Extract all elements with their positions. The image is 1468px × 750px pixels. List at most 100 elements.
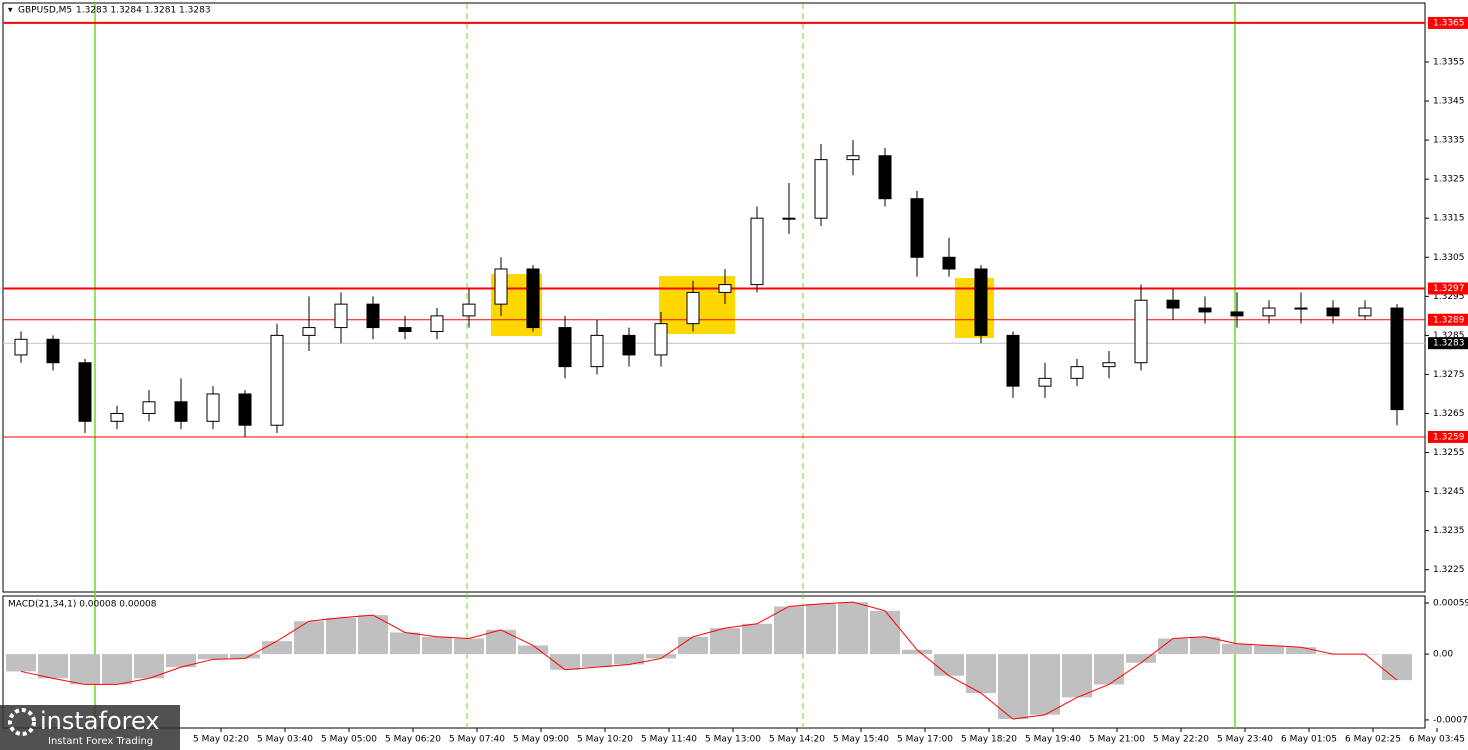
macd-bar: [646, 654, 676, 659]
x-tick-label: 5 May 05:00: [321, 735, 377, 745]
candle-body: [654, 323, 668, 356]
candle-body: [78, 362, 92, 422]
main-frame: [2, 2, 1426, 593]
candle-body: [814, 159, 828, 219]
candle-body: [878, 155, 892, 200]
y-tick-label: 1.3275: [1433, 370, 1465, 380]
macd-bar: [550, 654, 580, 670]
level-label: 1.3297: [1433, 284, 1465, 294]
macd-bar: [742, 623, 772, 655]
macd-bar: [1190, 636, 1220, 655]
y-tick-label: 1.3295: [1433, 292, 1465, 302]
macd-bar: [1158, 638, 1188, 655]
candle-body: [334, 303, 348, 329]
candle-body: [206, 393, 220, 422]
x-tick-label: 5 May 09:00: [513, 735, 569, 745]
candle-body: [430, 315, 444, 332]
x-tick-label: 5 May 22:20: [1153, 735, 1209, 745]
macd-y-tick-label: 0.00: [1433, 650, 1453, 660]
candle-body: [718, 284, 732, 293]
y-tick-label: 1.3305: [1433, 253, 1465, 263]
x-tick-label: 5 May 02:20: [193, 735, 249, 745]
level-label: 1.3289: [1433, 315, 1465, 325]
macd-bar: [1030, 654, 1060, 715]
macd-bar: [934, 654, 964, 676]
logo-tagline: Instant Forex Trading: [48, 736, 153, 747]
macd-bar: [454, 638, 484, 655]
logo: instaforex Instant Forex Trading: [0, 705, 180, 750]
macd-bar: [486, 629, 516, 655]
candle-body: [398, 327, 412, 332]
y-tick-label: 1.3285: [1433, 331, 1465, 341]
candle-body: [1230, 311, 1244, 317]
macd-bar: [166, 654, 196, 668]
macd-bar: [1126, 654, 1156, 663]
y-tick-label: 1.3325: [1433, 175, 1465, 185]
macd-bar: [262, 641, 292, 655]
candle-body: [462, 303, 476, 317]
candle-body: [14, 338, 28, 356]
macd-frame: [2, 595, 1426, 729]
macd-bar: [6, 654, 36, 672]
ohlc-header: 1.3283 1.3284 1.3281 1.3283: [76, 6, 211, 16]
x-tick-label: 6 May 02:25: [1345, 735, 1401, 745]
candle-body: [270, 334, 284, 426]
macd-bar: [326, 617, 356, 655]
candle-body: [526, 268, 540, 329]
candle-body: [750, 217, 764, 286]
x-tick-label: 5 May 10:20: [577, 735, 633, 745]
macd-bar: [422, 636, 452, 655]
macd-bar: [678, 636, 708, 655]
candle-body: [174, 401, 188, 422]
level-box: [1428, 313, 1468, 326]
level-label: 1.3259: [1433, 432, 1465, 442]
x-tick-label: 6 May 03:45: [1409, 735, 1465, 745]
candle-body: [142, 401, 156, 415]
y-tick-label: 1.3345: [1433, 97, 1465, 107]
macd-signal-line: [20, 601, 1398, 720]
candle-body: [1038, 377, 1052, 387]
y-tick-label: 1.3335: [1433, 136, 1465, 146]
y-tick-label: 1.3265: [1433, 409, 1465, 419]
macd-bar: [1286, 647, 1316, 655]
candle-body: [622, 334, 636, 356]
candle-body: [1390, 307, 1404, 411]
y-tick-label: 1.3355: [1433, 57, 1465, 67]
x-tick-label: 5 May 19:40: [1025, 735, 1081, 745]
x-tick-label: 5 May 14:20: [769, 735, 825, 745]
candle-body: [1262, 307, 1276, 317]
macd-bar: [1062, 654, 1092, 698]
symbol: GBPUSD,M5: [18, 6, 72, 16]
level-box: [1428, 282, 1468, 295]
candle-body: [1070, 366, 1084, 379]
current-price-box: [1428, 337, 1468, 350]
macd-bar: [966, 654, 996, 694]
macd-bar: [358, 615, 388, 655]
candle-body: [846, 155, 860, 161]
candle-body: [238, 393, 252, 426]
x-tick-label: 5 May 07:40: [449, 735, 505, 745]
macd-bar: [838, 602, 868, 655]
candle-body: [942, 256, 956, 270]
macd-bar: [102, 654, 132, 685]
macd-y-tick-label: 0.00059: [1433, 599, 1468, 609]
x-tick-label: 6 May 01:05: [1281, 735, 1337, 745]
x-tick-label: 5 May 15:40: [833, 735, 889, 745]
x-tick-label: 5 May 21:00: [1089, 735, 1145, 745]
x-tick-label: 5 May 17:00: [897, 735, 953, 745]
y-tick-label: 1.3315: [1433, 214, 1465, 224]
macd-bar: [38, 654, 68, 679]
macd-title: MACD(21,34,1) 0.00008 0.00008: [8, 600, 157, 610]
x-tick-label: 5 May 13:00: [705, 735, 761, 745]
macd-bar: [710, 628, 740, 655]
candle-body: [910, 198, 924, 258]
candle-body: [46, 338, 60, 364]
candle-body: [1326, 307, 1340, 317]
candle-body: [974, 268, 988, 336]
macd-y-tick-label: -0.00076: [1433, 715, 1468, 725]
x-tick-label: 5 May 23:40: [1217, 735, 1273, 745]
macd-bar: [1382, 654, 1412, 681]
y-tick-label: 1.3255: [1433, 448, 1465, 458]
